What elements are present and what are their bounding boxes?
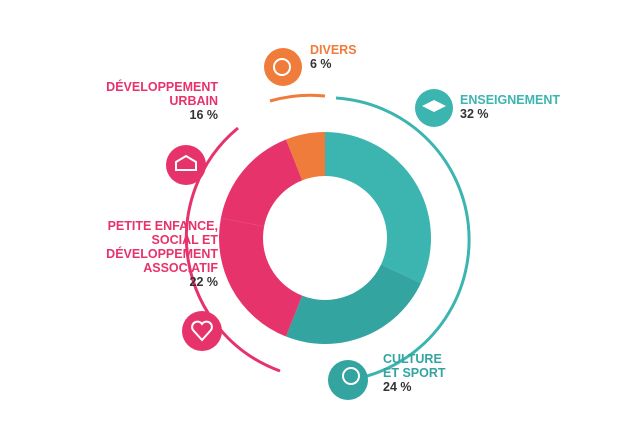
slice [220, 139, 303, 227]
slice-label: ENSEIGNEMENT 32 % [460, 93, 560, 121]
slice-label: DÉVELOPPEMENT URBAIN 16 % [106, 80, 218, 122]
icons [166, 48, 453, 400]
category-label: ENSEIGNEMENT [460, 93, 561, 107]
slice [219, 218, 303, 337]
slice [325, 132, 431, 284]
value-label: 22 % [189, 275, 219, 289]
slice-label: CULTURE ET SPORT 24 % [383, 352, 446, 394]
category-label: DÉVELOPPEMENT URBAIN [106, 80, 218, 108]
value-label: 24 % [383, 380, 412, 394]
value-label: 6 % [310, 57, 332, 71]
category-label: CULTURE ET SPORT [383, 352, 446, 380]
slices [219, 132, 431, 344]
value-label: 16 % [189, 108, 219, 122]
category-label: DIVERS [310, 43, 357, 57]
slice-label: PETITE ENFANCE, SOCIAL ET DÉVELOPPEMENT … [106, 219, 218, 289]
value-label: 32 % [460, 107, 489, 121]
slice [285, 264, 421, 344]
category-label: PETITE ENFANCE, SOCIAL ET DÉVELOPPEMENT … [106, 219, 218, 275]
slice-label: DIVERS 6 % [310, 43, 357, 71]
decoration [184, 93, 471, 378]
slice [285, 132, 325, 181]
